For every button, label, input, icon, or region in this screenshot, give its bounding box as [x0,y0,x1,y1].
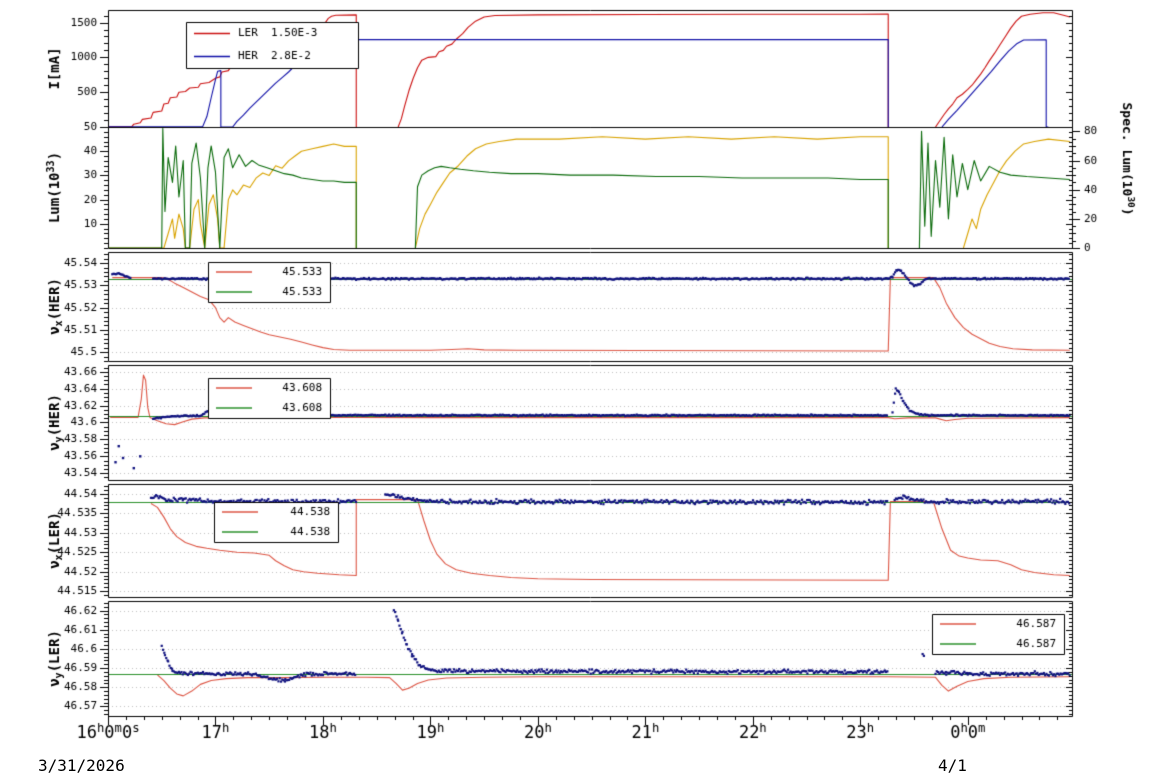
date-label-end: 4/1 [938,756,967,775]
date-label-start: 3/31/2026 [38,756,125,775]
